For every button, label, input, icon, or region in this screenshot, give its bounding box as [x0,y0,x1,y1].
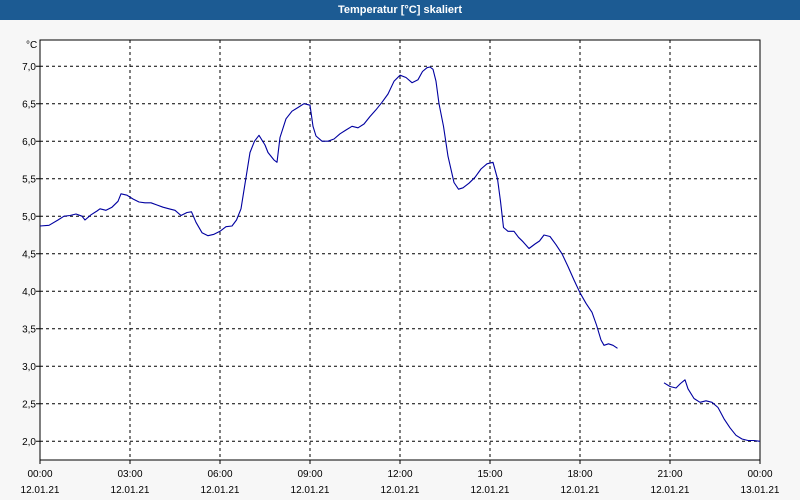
x-tick-time-label: 18:00 [567,469,592,480]
x-tick-date-label: 12.01.21 [381,485,420,496]
x-tick-date-label: 12.01.21 [561,485,600,496]
x-tick-time-label: 00:00 [747,469,772,480]
line-chart: 2,0 2,5 3,0 3,5 4,0 4,5 5,0 5,5 6,0 6,5 7,0 00:00 12… [21,39,780,496]
y-tick-label: 7,0 [22,62,36,73]
temperature-series-line [39,66,618,349]
y-tick-label: 4,0 [22,287,36,298]
x-tick-time-label: 21:00 [657,469,682,480]
x-tick-time-label: 06:00 [207,469,232,480]
x-tick-time-label: 12:00 [387,469,412,480]
x-tick-time-label: 15:00 [477,469,502,480]
y-tick-label: 5,0 [22,212,36,223]
x-tick-date-label: 12.01.21 [21,485,60,496]
x-tick-date-label: 12.01.21 [111,485,150,496]
y-tick-label: 6,5 [22,99,36,110]
y-tick-label: 2,5 [22,399,36,410]
x-tick-date-label: 12.01.21 [471,485,510,496]
y-axis-unit-label: °C [26,40,37,51]
temperature-series-line [663,379,761,442]
chart-title-bar: Temperatur [°C] skaliert [0,0,800,20]
x-tick-time-label: 00:00 [27,469,52,480]
y-tick-label: 2,0 [22,437,36,448]
chart-title: Temperatur [°C] skaliert [337,4,462,16]
y-tick-label: 4,5 [22,249,36,260]
y-tick-label: 3,0 [22,362,36,373]
chart-area: 2,0 2,5 3,0 3,5 4,0 4,5 5,0 5,5 6,0 6,5 7,0 00:00 12… [0,20,800,500]
x-tick-time-label: 03:00 [117,469,142,480]
plot-frame [39,39,761,461]
x-tick-date-label: 12.01.21 [651,485,690,496]
x-tick-date-label: 12.01.21 [291,485,330,496]
y-tick-label: 6,0 [22,137,36,148]
x-tick-time-label: 09:00 [297,469,322,480]
y-tick-label: 3,5 [22,324,36,335]
x-tick-date-label: 12.01.21 [201,485,240,496]
x-tick-date-label: 13.01.21 [741,485,780,496]
y-tick-label: 5,5 [22,174,36,185]
